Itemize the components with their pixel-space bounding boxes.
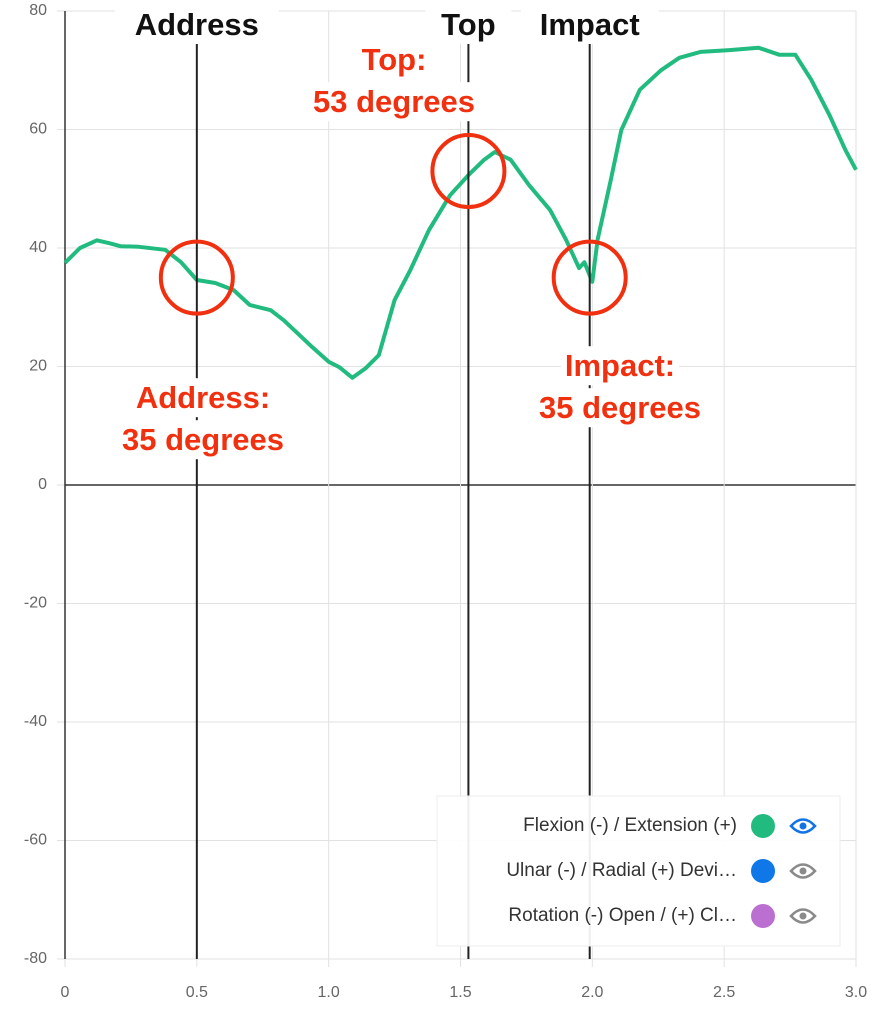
- annotation-bg: [309, 82, 479, 122]
- y-tick-label: -40: [24, 713, 47, 730]
- legend-item[interactable]: Ulnar (-) / Radial (+) Devi…: [506, 859, 817, 883]
- visibility-toggle[interactable]: [789, 818, 817, 834]
- eye-pupil: [799, 867, 807, 875]
- marker-label: Address: [135, 7, 259, 42]
- annotation-text: Impact:: [565, 348, 675, 383]
- visibility-toggle[interactable]: [789, 863, 817, 879]
- legend-swatch: [751, 859, 775, 883]
- eye-icon: [789, 818, 817, 834]
- y-tick-label: 20: [29, 358, 47, 375]
- legend-item[interactable]: Rotation (-) Open / (+) Cl…: [508, 904, 817, 928]
- eye-icon: [789, 908, 817, 924]
- y-tick-label: -80: [24, 950, 47, 967]
- annotation-text: Address:: [136, 380, 270, 415]
- x-tick-label: 0.5: [186, 984, 208, 1001]
- eye-icon: [789, 863, 817, 879]
- legend-item[interactable]: Flexion (-) / Extension (+): [523, 814, 817, 838]
- marker-label-bg: [114, 8, 279, 44]
- legend-label: Rotation (-) Open / (+) Cl…: [508, 905, 737, 926]
- legend-swatch: [751, 814, 775, 838]
- y-tick-label: 60: [29, 121, 47, 138]
- x-tick-label: 3.0: [845, 984, 867, 1001]
- annotation-circle: [551, 239, 628, 316]
- annotation-circle: [430, 132, 507, 209]
- annotation-circle: [158, 239, 235, 316]
- annotation-text: Top:: [362, 42, 427, 77]
- marker-label: Impact: [540, 7, 640, 42]
- eye-pupil: [799, 912, 807, 920]
- legend: Flexion (-) / Extension (+) Ulnar (-) / R…: [436, 795, 841, 947]
- annotation-bg: [357, 40, 431, 80]
- legend-label: Flexion (-) / Extension (+): [523, 815, 737, 836]
- marker-label-bg: [425, 8, 512, 44]
- x-tick-label: 2.0: [581, 984, 603, 1001]
- marker-label-bg: [520, 8, 659, 44]
- annotation-text: 35 degrees: [539, 390, 701, 425]
- x-tick-label: 1.5: [449, 984, 471, 1001]
- y-tick-label: 80: [29, 2, 47, 19]
- x-tick-label: 0: [61, 984, 70, 1001]
- annotation-bg: [535, 388, 705, 428]
- eye-pupil: [799, 822, 807, 830]
- marker-label: Top: [441, 7, 496, 42]
- y-tick-label: 40: [29, 239, 47, 256]
- visibility-toggle[interactable]: [789, 908, 817, 924]
- annotation-bg: [118, 420, 288, 460]
- annotation-bg: [131, 378, 275, 418]
- annotation-bg: [560, 346, 680, 386]
- legend-label: Ulnar (-) / Radial (+) Devi…: [506, 860, 737, 881]
- y-tick-label: 0: [38, 476, 47, 493]
- legend-swatch: [751, 904, 775, 928]
- y-tick-label: -20: [24, 595, 47, 612]
- annotation-text: 35 degrees: [122, 422, 284, 457]
- annotation-text: 53 degrees: [313, 84, 475, 119]
- y-tick-label: -60: [24, 832, 47, 849]
- x-tick-label: 2.5: [713, 984, 735, 1001]
- x-tick-label: 1.0: [318, 984, 340, 1001]
